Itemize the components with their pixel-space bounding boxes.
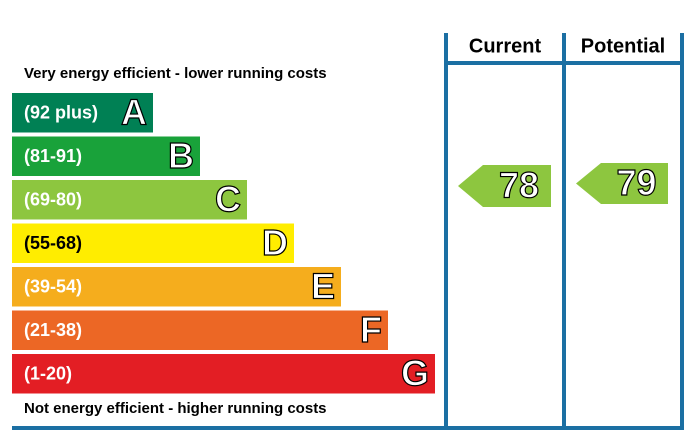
- rating-value: 79: [616, 162, 656, 203]
- band-range: (39-54): [24, 277, 82, 297]
- band-letter: A: [121, 91, 147, 132]
- column-header: Potential: [581, 35, 665, 57]
- band-range: (81-91): [24, 146, 82, 166]
- rating-band: [12, 354, 435, 394]
- band-range: (55-68): [24, 233, 82, 253]
- rating-band: [12, 223, 294, 263]
- rating-band: [12, 93, 153, 133]
- band-letter: E: [311, 265, 335, 306]
- band-range: (21-38): [24, 320, 82, 340]
- rating-value: 78: [499, 165, 539, 206]
- band-letter: D: [262, 222, 288, 263]
- rating-band: [12, 136, 200, 176]
- rating-band: [12, 180, 247, 220]
- band-letter: G: [401, 352, 429, 393]
- band-letter: C: [215, 178, 241, 219]
- band-letter: B: [168, 135, 194, 176]
- band-range: (92 plus): [24, 103, 98, 123]
- band-letter: F: [360, 309, 382, 350]
- rating-arrow: [458, 165, 551, 207]
- rating-arrow: [576, 163, 668, 204]
- top-label: Very energy efficient - lower running co…: [24, 65, 327, 82]
- band-range: (69-80): [24, 190, 82, 210]
- rating-band: [12, 310, 388, 350]
- column-header: Current: [469, 35, 542, 57]
- bottom-label: Not energy efficient - higher running co…: [24, 400, 327, 417]
- band-range: (1-20): [24, 364, 72, 384]
- rating-band: [12, 267, 341, 307]
